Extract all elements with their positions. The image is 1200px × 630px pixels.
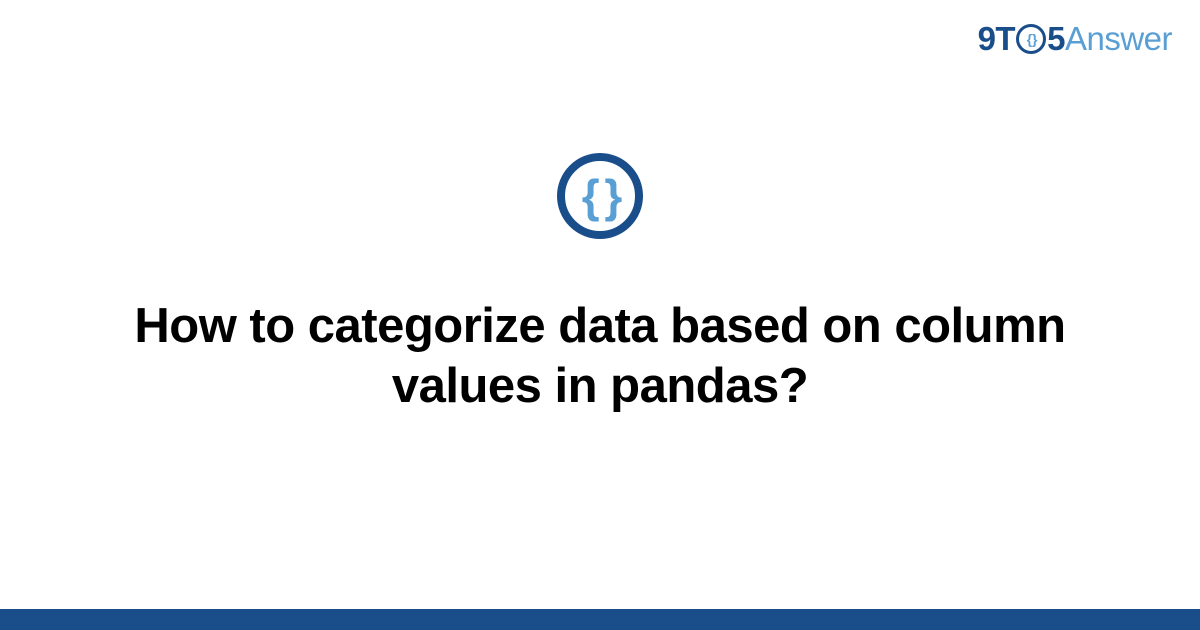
question-title: How to categorize data based on column v… bbox=[110, 297, 1090, 417]
braces-icon: { } bbox=[582, 173, 619, 219]
main-content: { } How to categorize data based on colu… bbox=[0, 0, 1200, 630]
content-column: { } How to categorize data based on colu… bbox=[110, 153, 1090, 417]
topic-badge-icon: { } bbox=[557, 153, 643, 239]
footer-bar bbox=[0, 609, 1200, 630]
